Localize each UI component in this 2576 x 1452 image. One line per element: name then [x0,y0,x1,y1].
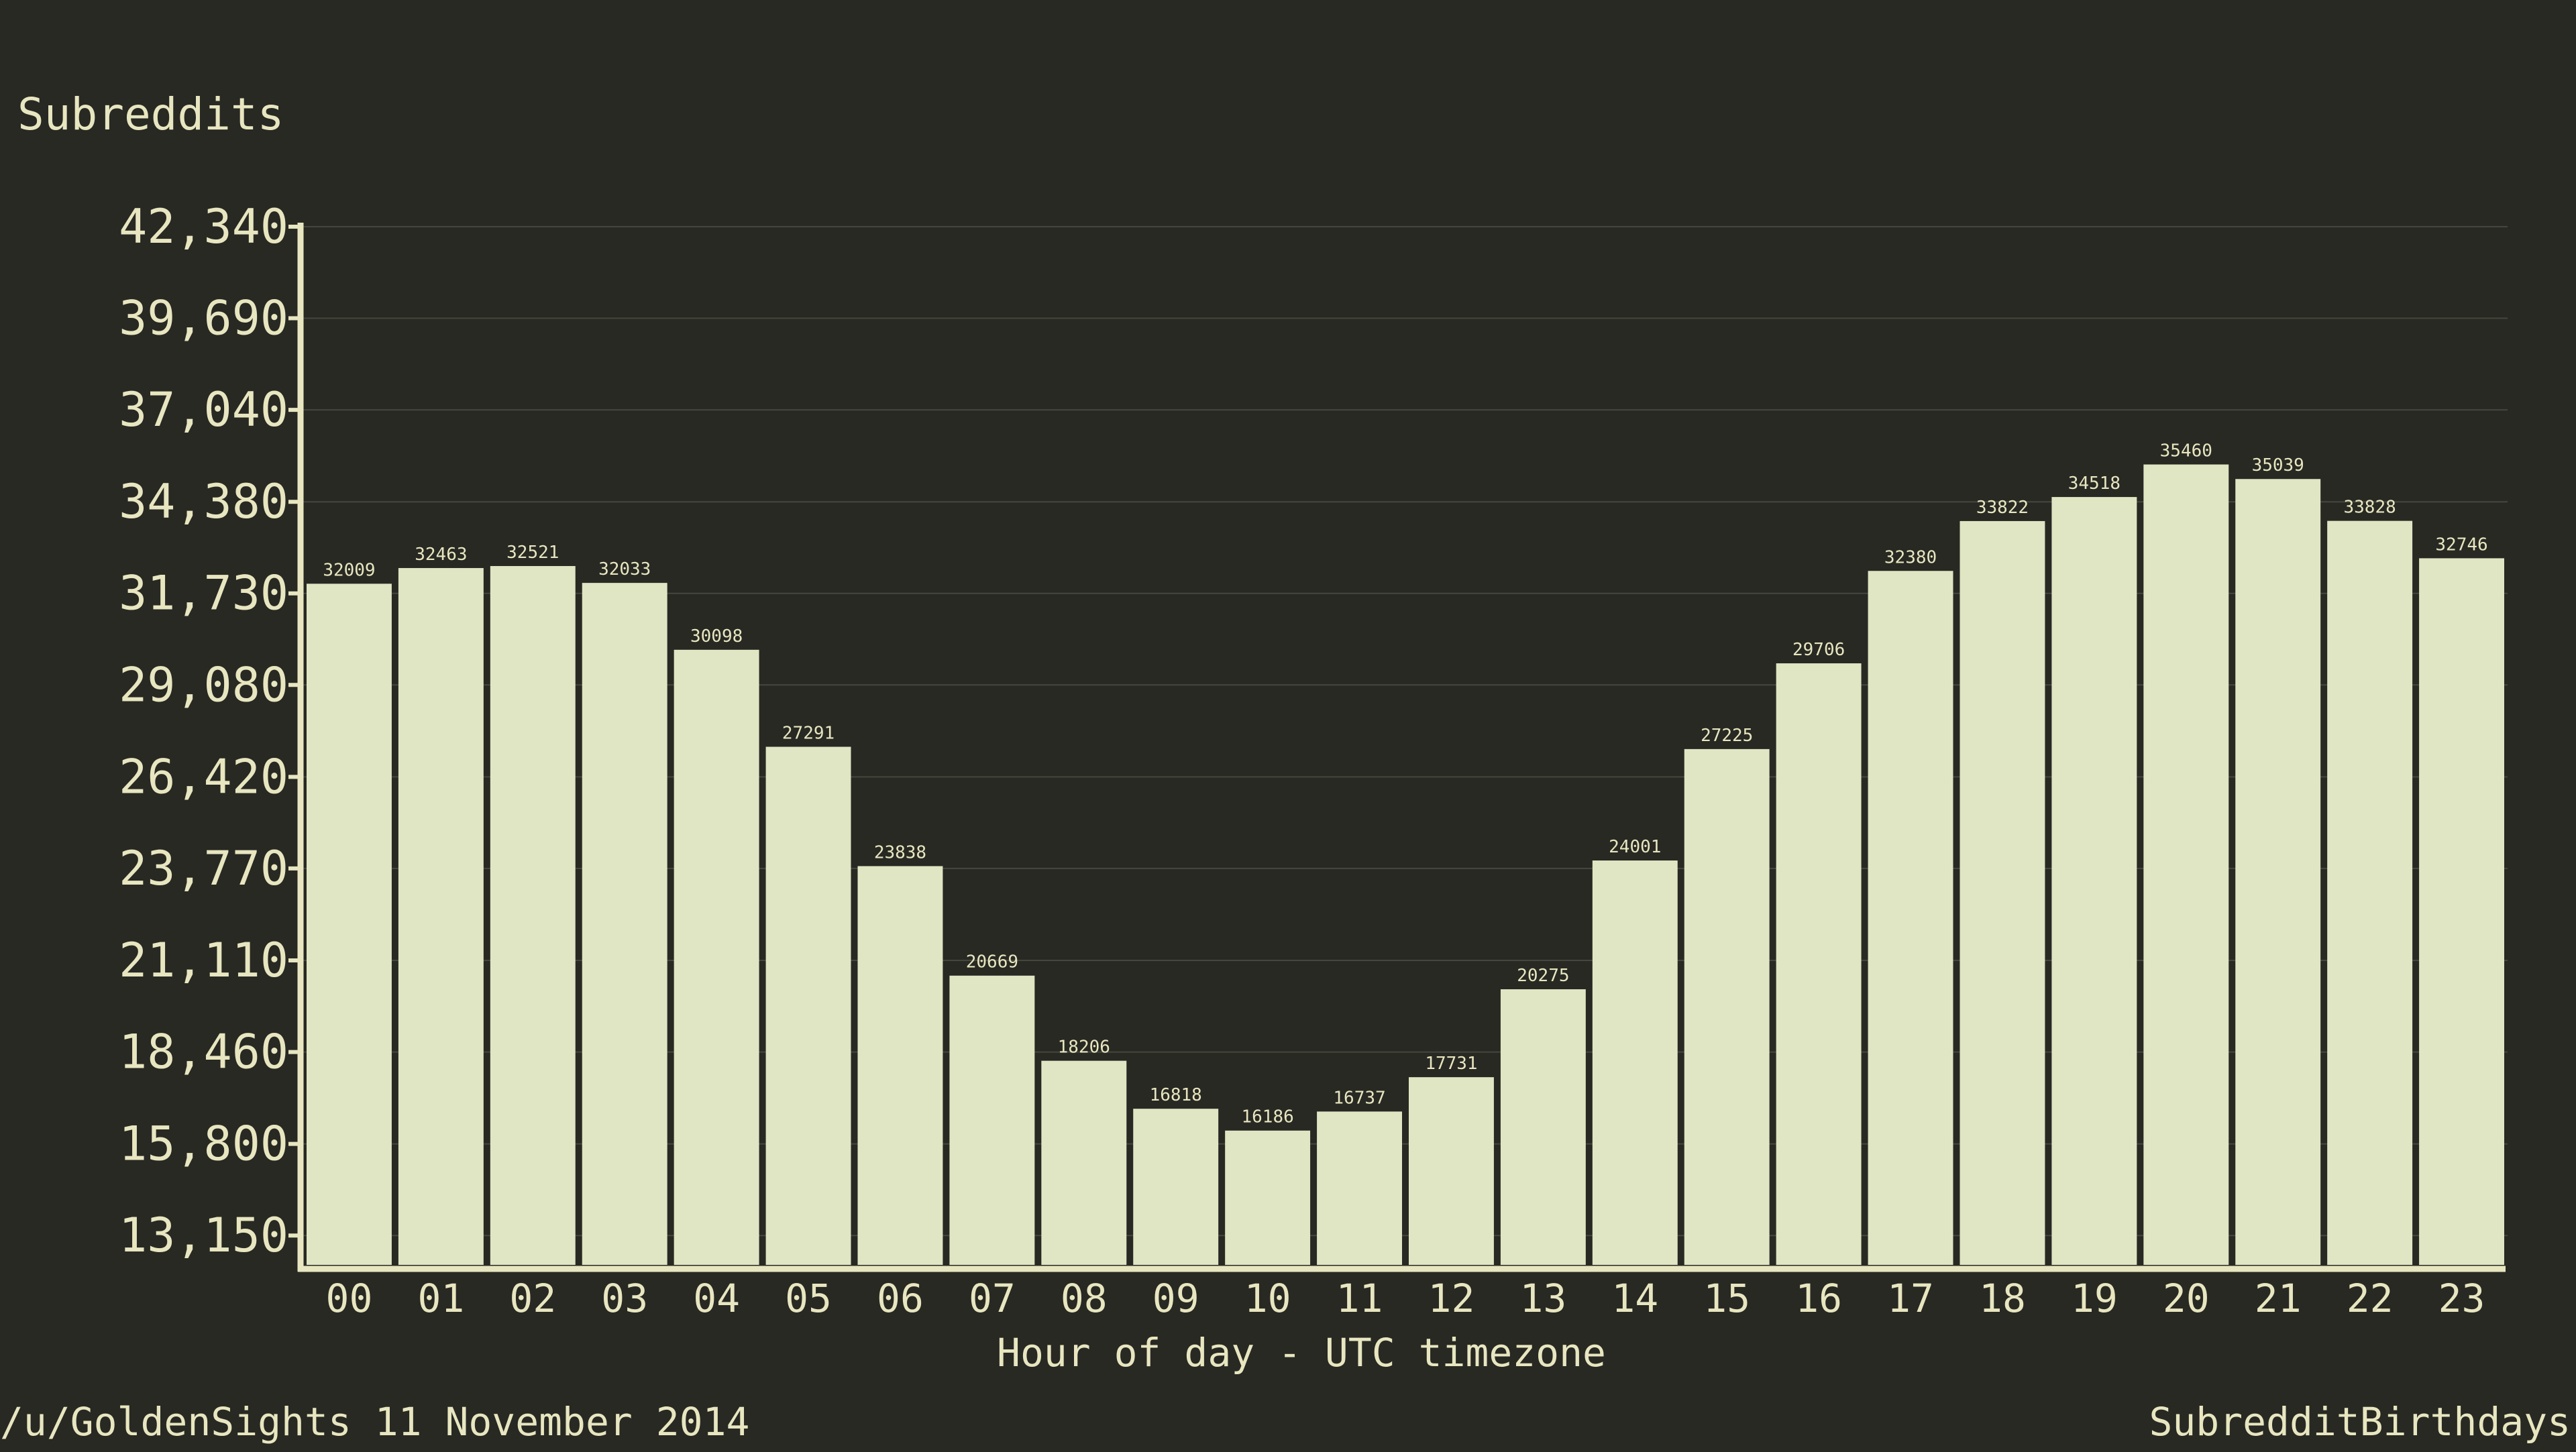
x-tick-label: 16 [1795,1276,1842,1321]
bar-value-label: 23838 [874,842,926,862]
y-tick-label: 26,420 [119,749,288,804]
bar-value-label: 20275 [1517,966,1569,986]
y-tick-label: 21,110 [119,933,288,988]
bar-value-label: 18206 [1058,1038,1110,1058]
bar-hour-06 [857,866,943,1265]
bar-hour-14 [1592,860,1678,1265]
bar-hour-20 [2143,464,2229,1265]
bar-hour-23 [2419,558,2504,1265]
bar-value-label: 27291 [782,723,835,743]
bar-hour-18 [1960,520,2045,1265]
bar-hour-17 [1868,571,1953,1265]
y-axis-title: Subreddits [17,89,284,140]
y-tick-label: 37,040 [119,382,288,437]
bar-value-label: 32463 [415,545,467,565]
bar-hour-11 [1317,1111,1402,1265]
bar-hour-19 [2051,497,2137,1265]
x-tick-label: 03 [601,1276,648,1321]
y-tick-labels: 13,150 15,800 18,460 21,110 23,770 26,420 29,0… [119,199,288,1263]
x-tick-label: 22 [2347,1276,2394,1321]
bar-hour-05 [765,746,851,1265]
x-tick-label: 19 [2071,1276,2118,1321]
x-tick-labels: 00 01 02 03 04 05 06 07 08 09 10 11 12 13 14 15 16 17 18 19… [326,1276,2485,1321]
x-tick-label: 15 [1703,1276,1750,1321]
x-tick-label: 18 [1979,1276,2026,1321]
x-tick-label: 21 [2255,1276,2302,1321]
bar-value-label: 32521 [506,543,559,563]
x-tick-label: 20 [2163,1276,2210,1321]
x-tick-label: 13 [1519,1276,1566,1321]
bar-value-label: 35460 [2160,441,2212,461]
x-tick-label: 11 [1336,1276,1383,1321]
x-tick-label: 12 [1428,1276,1475,1321]
footer-brand: SubredditBirthdays [2149,1399,2571,1445]
x-tick-label: 09 [1152,1276,1199,1321]
bar-value-label: 17731 [1425,1054,1477,1074]
y-tick-label: 39,690 [119,291,288,346]
gridlines [303,226,2508,1237]
bar-value-label: 16186 [1241,1107,1293,1127]
x-tick-label: 02 [509,1276,556,1321]
x-tick-label: 05 [785,1276,832,1321]
bar-hour-15 [1684,748,1770,1265]
bar-value-label: 27225 [1701,726,1753,746]
x-axis-title: Hour of day - UTC timezone [997,1330,1606,1376]
bar-hour-07 [949,975,1035,1265]
x-tick-label: 08 [1061,1276,1108,1321]
data-labels: 32009 32463 32521 32033 30098 27291 23838 20669… [323,441,2487,1127]
x-tick-label: 23 [2438,1276,2485,1321]
bar-hour-13 [1500,989,1586,1265]
y-tick-label: 42,340 [119,199,288,254]
y-tick-label: 34,380 [119,474,288,529]
bar-hour-08 [1041,1060,1127,1265]
bar-value-label: 24001 [1609,837,1661,857]
bar-hour-21 [2235,479,2321,1265]
bar-value-label: 29706 [1792,640,1845,660]
bar-value-label: 32009 [323,560,375,580]
bar-value-label: 33822 [1976,498,2029,518]
bar-hour-16 [1776,663,1862,1265]
bar-value-label: 16818 [1150,1085,1202,1105]
x-tick-label: 00 [326,1276,373,1321]
bar-hour-04 [674,649,759,1265]
x-tick-label: 14 [1611,1276,1658,1321]
bar-hour-01 [398,567,484,1265]
x-tick-label: 04 [693,1276,740,1321]
bar-value-label: 32380 [1884,547,1937,567]
footer-credit: /u/GoldenSights 11 November 2014 [0,1399,749,1445]
bar-value-label: 32033 [598,559,651,579]
bar-hour-22 [2327,520,2413,1266]
bar-hour-12 [1409,1077,1494,1265]
y-tick-label: 18,460 [119,1025,288,1080]
bar-value-label: 34518 [2068,473,2121,494]
x-tick-label: 10 [1244,1276,1291,1321]
bar-hour-03 [582,583,667,1265]
x-tick-label: 07 [969,1276,1016,1321]
bars [307,464,2504,1266]
bar-value-label: 35039 [2252,455,2304,476]
y-tick-label: 31,730 [119,566,288,621]
bar-value-label: 30098 [690,626,743,647]
bar-hour-02 [490,565,576,1265]
bar-value-label: 32746 [2435,535,2487,555]
y-tick-label: 23,770 [119,841,288,896]
x-tick-label: 01 [417,1276,464,1321]
bar-hour-00 [307,583,392,1265]
bar-hour-09 [1133,1109,1219,1265]
bar-value-label: 33828 [2343,498,2396,518]
bar-value-label: 16737 [1333,1088,1385,1108]
y-tick-label: 13,150 [119,1208,288,1263]
x-tick-label: 17 [1887,1276,1934,1321]
y-tick-label: 29,080 [119,657,288,712]
x-tick-label: 06 [877,1276,924,1321]
bar-value-label: 20669 [966,952,1018,972]
axes [288,223,2506,1272]
y-tick-label: 15,800 [119,1117,288,1172]
bar-hour-10 [1225,1130,1311,1265]
